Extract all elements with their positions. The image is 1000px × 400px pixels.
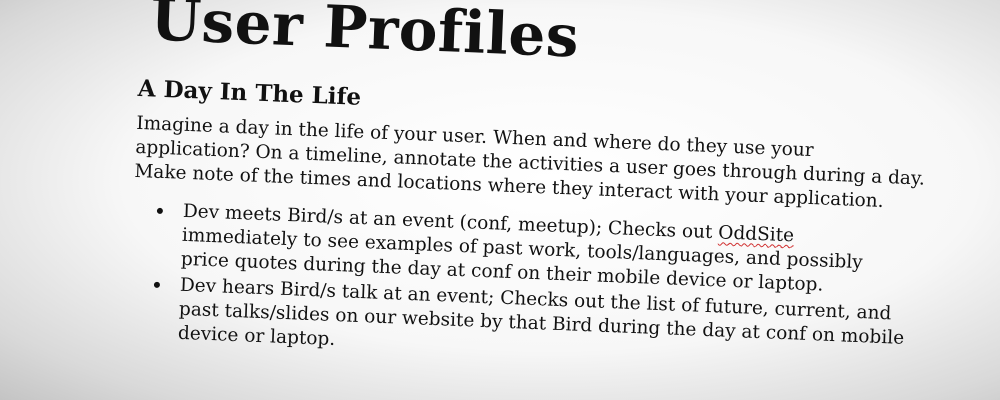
activity-list: Dev meets Bird/s at an event (conf, meet…	[128, 198, 913, 375]
bullet-icon	[156, 207, 164, 215]
page-title: User Profiles	[149, 0, 581, 71]
spellcheck-flagged-word[interactable]: OddSite	[717, 222, 795, 247]
document-page: User Profiles A Day In The Life Imagine …	[127, 0, 925, 377]
bullet-icon	[153, 281, 161, 288]
